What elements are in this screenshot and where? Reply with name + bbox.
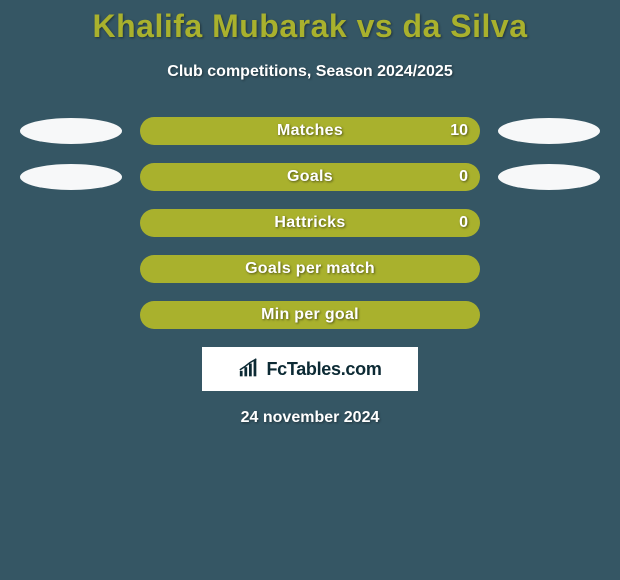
stat-row: Goals 0: [0, 163, 620, 191]
stat-label: Goals per match: [245, 260, 375, 278]
date-text: 24 november 2024: [0, 409, 620, 427]
bar-chart-icon: [238, 358, 260, 380]
stat-value: 0: [459, 214, 468, 232]
stat-rows: Matches 10 Goals 0 Hattricks 0 Goals per…: [0, 117, 620, 329]
left-ellipse: [20, 164, 122, 190]
stat-bar-goals-per-match: Goals per match: [140, 255, 480, 283]
stat-label: Goals: [287, 168, 333, 186]
page-title: Khalifa Mubarak vs da Silva: [0, 0, 620, 45]
stat-row: Goals per match: [0, 255, 620, 283]
subtitle: Club competitions, Season 2024/2025: [0, 63, 620, 81]
stat-bar-min-per-goal: Min per goal: [140, 301, 480, 329]
stat-label: Min per goal: [261, 306, 359, 324]
stat-value: 0: [459, 168, 468, 186]
stat-label: Matches: [277, 122, 343, 140]
logo-box: FcTables.com: [202, 347, 418, 391]
stat-bar-hattricks: Hattricks 0: [140, 209, 480, 237]
stat-row: Min per goal: [0, 301, 620, 329]
stat-row: Hattricks 0: [0, 209, 620, 237]
stat-row: Matches 10: [0, 117, 620, 145]
stat-bar-matches: Matches 10: [140, 117, 480, 145]
right-ellipse: [498, 118, 600, 144]
stat-value: 10: [450, 122, 468, 140]
logo-text: FcTables.com: [266, 359, 381, 380]
stat-label: Hattricks: [274, 214, 345, 232]
right-ellipse: [498, 164, 600, 190]
stat-bar-goals: Goals 0: [140, 163, 480, 191]
left-ellipse: [20, 118, 122, 144]
